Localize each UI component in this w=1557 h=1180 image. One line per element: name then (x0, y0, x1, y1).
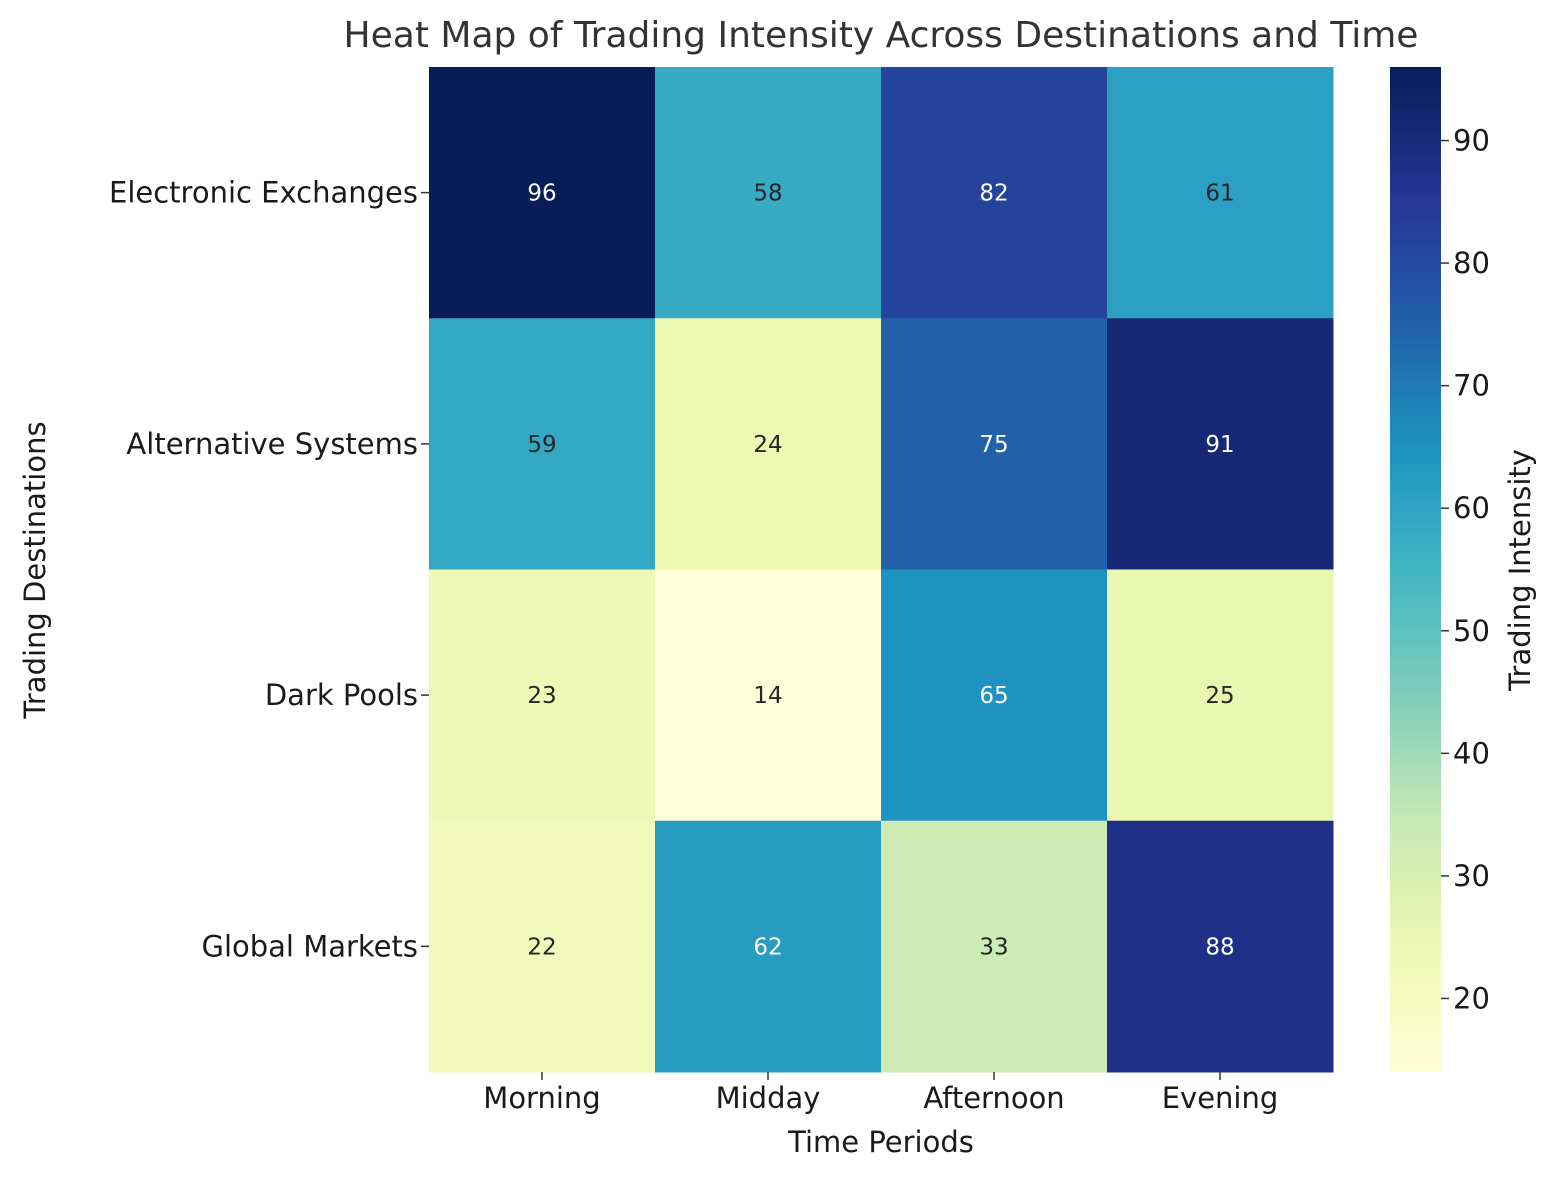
cell-value-label: 75 (979, 432, 1008, 458)
colorbar-tick-label: 70 (1453, 369, 1490, 403)
heatmap-cell (429, 569, 656, 822)
cell-value-label: 58 (753, 181, 782, 207)
x-axis-label: Time Periods (787, 1125, 974, 1159)
cell-value-label: 59 (527, 432, 556, 458)
colorbar-tick-label: 80 (1453, 246, 1490, 280)
heatmap-cell (429, 67, 656, 319)
y-axis-ticks: Electronic Exchanges Alternative Systems D… (109, 176, 429, 963)
heatmap-cell (1107, 318, 1334, 570)
colorbar-tick-label: 90 (1453, 124, 1490, 158)
cell-value-label: 33 (979, 934, 1008, 960)
heatmap-cell (1107, 569, 1334, 822)
y-tick-label: Dark Pools (265, 678, 418, 712)
colorbar-ticks: 20 30 40 50 60 70 80 90 (1441, 124, 1490, 1015)
heatmap-cell (881, 318, 1108, 570)
cell-value-label: 91 (1205, 432, 1234, 458)
cell-value-label: 62 (753, 934, 782, 960)
x-axis-ticks: Morning Midday Afternoon Evening (483, 1072, 1278, 1115)
colorbar-tick-label: 40 (1453, 736, 1490, 770)
colorbar-tick-label: 50 (1453, 614, 1490, 648)
heatmap-cells: 96 58 82 61 59 24 75 91 23 14 65 25 22 62 33 88 (429, 67, 1334, 1073)
cell-value-label: 22 (527, 934, 556, 960)
heatmap-cell (655, 569, 882, 822)
heatmap-cell (1107, 820, 1334, 1073)
chart-title: Heat Map of Trading Intensity Across Des… (344, 15, 1419, 56)
x-tick-label: Afternoon (923, 1081, 1064, 1115)
heatmap-cell (429, 318, 656, 570)
cell-value-label: 96 (527, 181, 556, 207)
heatmap-cell (881, 569, 1108, 822)
x-tick-label: Morning (483, 1081, 600, 1115)
cell-value-label: 14 (753, 683, 782, 709)
cell-value-label: 61 (1205, 181, 1234, 207)
cell-value-label: 23 (527, 683, 556, 709)
y-tick-label: Electronic Exchanges (109, 176, 418, 210)
y-tick-label: Alternative Systems (126, 427, 418, 461)
x-tick-label: Midday (716, 1081, 821, 1115)
x-tick-label: Evening (1162, 1081, 1279, 1115)
heatmap-cell (655, 67, 882, 319)
y-tick-label: Global Markets (201, 929, 418, 963)
y-axis-label: Trading Destinations (18, 421, 52, 719)
colorbar-label: Trading Intensity (1503, 449, 1537, 692)
cell-value-label: 88 (1205, 934, 1234, 960)
colorbar-tick-label: 30 (1453, 859, 1490, 893)
cell-value-label: 82 (979, 181, 1008, 207)
cell-value-label: 65 (979, 683, 1008, 709)
colorbar (1390, 67, 1441, 1072)
cell-value-label: 24 (753, 432, 782, 458)
colorbar-tick-label: 60 (1453, 491, 1490, 525)
heatmap-cell (655, 318, 882, 570)
heatmap-cell (881, 820, 1108, 1073)
heatmap-cell (881, 67, 1108, 319)
heatmap-cell (1107, 67, 1334, 319)
colorbar-tick-label: 20 (1453, 981, 1490, 1015)
cell-value-label: 25 (1205, 683, 1234, 709)
heatmap-cell (429, 820, 656, 1073)
heatmap-cell (655, 820, 882, 1073)
